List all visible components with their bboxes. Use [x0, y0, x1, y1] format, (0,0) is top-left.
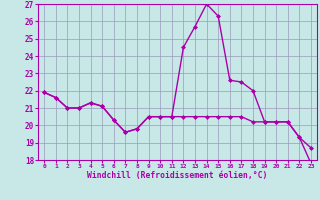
X-axis label: Windchill (Refroidissement éolien,°C): Windchill (Refroidissement éolien,°C) — [87, 171, 268, 180]
